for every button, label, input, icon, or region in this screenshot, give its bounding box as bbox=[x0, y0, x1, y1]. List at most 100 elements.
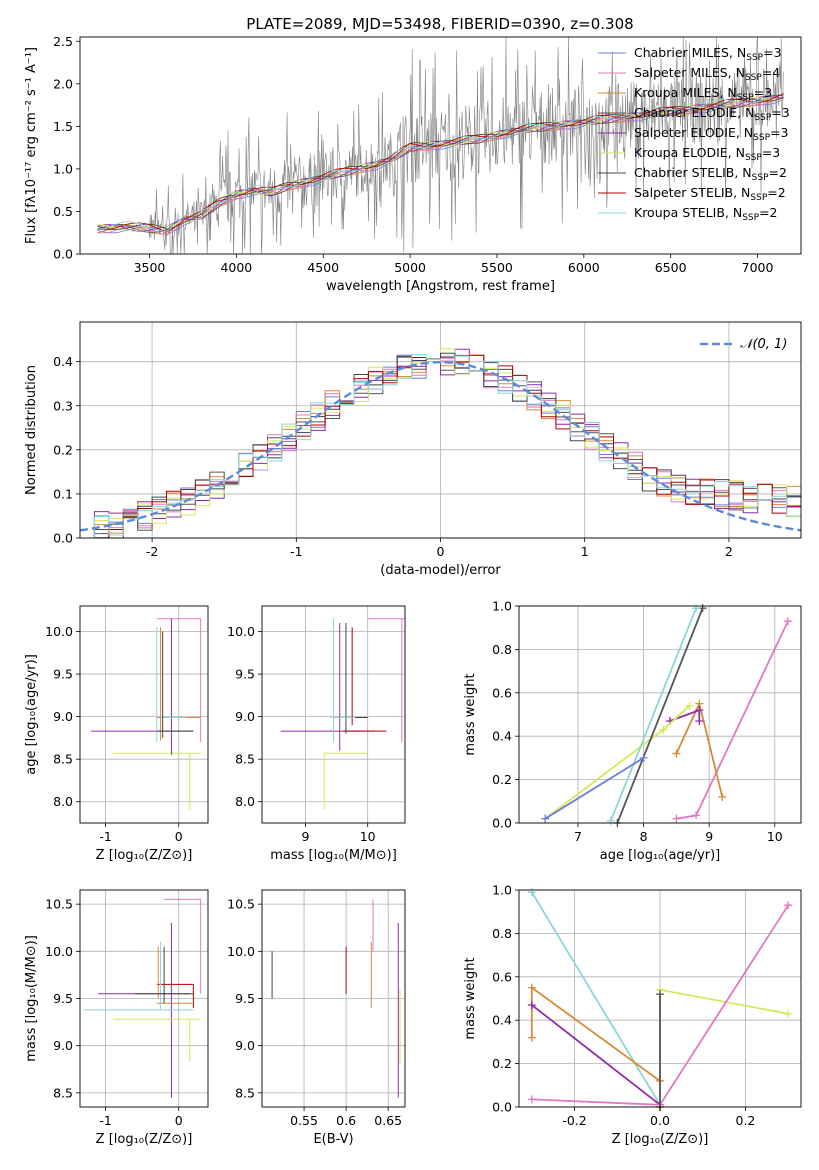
x-tick-label: 0.2 bbox=[736, 1113, 756, 1128]
x-tick-label: 0 bbox=[175, 1113, 183, 1128]
y-axis-label: Flux [fλ10⁻¹⁷ erg cm⁻² s⁻¹ A⁻¹] bbox=[24, 47, 39, 244]
x-tick-label: -0.2 bbox=[562, 1113, 586, 1128]
y-tick-label: 0.4 bbox=[492, 729, 512, 744]
histogram-step bbox=[80, 354, 801, 539]
y-tick-label: 0.2 bbox=[492, 1056, 512, 1071]
plot-area bbox=[541, 604, 792, 827]
panel-spectrum: 3500 4000 4500 5000 5500 6000 6500 7000 0.0 0.5 1.… bbox=[24, 34, 802, 294]
x-tick-label: 4500 bbox=[307, 260, 339, 275]
x-tick-label: 0.55 bbox=[290, 1113, 318, 1128]
y-tick-label: 8.0 bbox=[235, 794, 255, 809]
x-tick-label: -1 bbox=[290, 544, 302, 559]
data-point bbox=[659, 725, 668, 734]
y-tick-label: 0.4 bbox=[492, 1013, 512, 1028]
x-tick-label: 5000 bbox=[394, 260, 426, 275]
plot-area bbox=[271, 899, 401, 1098]
y-tick-label: 0.6 bbox=[492, 969, 512, 984]
x-axis-label: (data-model)/error bbox=[380, 563, 501, 578]
panel-massweight-vs-age: 7 8 9 10 0.0 0.2 0.4 0.6 0.8 1.0 age [log₁₀(age/yr… bbox=[463, 599, 802, 863]
data-point bbox=[695, 706, 704, 715]
y-tick-label: 10.0 bbox=[227, 944, 255, 959]
y-axis-label: Normed distribution bbox=[24, 365, 39, 495]
y-tick-label: 9.5 bbox=[53, 667, 73, 682]
data-point bbox=[784, 901, 793, 910]
y-tick-label: 9.5 bbox=[235, 991, 255, 1006]
data-point bbox=[527, 1095, 536, 1104]
series-line bbox=[531, 1004, 661, 1106]
legend-label: 𝒩(0, 1) bbox=[740, 337, 787, 352]
y-tick-label: 0.3 bbox=[53, 398, 73, 413]
y-tick-label: 10.5 bbox=[45, 897, 73, 912]
plot-area bbox=[83, 898, 202, 1098]
x-tick-label: 9 bbox=[705, 829, 713, 844]
legend-label: Chabrier MILES, NSSP=3 bbox=[634, 45, 782, 63]
model-spectrum bbox=[97, 93, 784, 233]
y-axis-label: age [log₁₀(age/yr)] bbox=[24, 654, 39, 775]
legend-label: Salpeter MILES, NSSP=4 bbox=[634, 65, 780, 83]
axes-frame bbox=[261, 889, 406, 1108]
legend-label: Salpeter ELODIE, NSSP=3 bbox=[634, 125, 788, 143]
y-tick-label: 0.2 bbox=[492, 772, 512, 787]
plot-area bbox=[90, 618, 202, 811]
y-tick-label: 9.5 bbox=[53, 991, 73, 1006]
y-tick-label: 9.0 bbox=[235, 709, 255, 724]
x-tick-label: -1 bbox=[99, 1113, 111, 1128]
y-tick-label: 10.0 bbox=[45, 944, 73, 959]
x-tick-label: 3500 bbox=[134, 260, 166, 275]
data-point bbox=[685, 701, 694, 710]
y-tick-label: 0.6 bbox=[492, 685, 512, 700]
legend-label: Kroupa STELIB, NSSP=2 bbox=[634, 205, 778, 223]
data-point bbox=[527, 1001, 536, 1010]
axes-frame bbox=[79, 36, 802, 255]
panel-mass-vs-Z: -1 0 8.5 9.0 9.5 10.0 10.5 Z [log₁₀(Z/Z⊙)] mass … bbox=[24, 889, 209, 1147]
y-tick-label: 10.5 bbox=[227, 897, 255, 912]
y-tick-label: 8.0 bbox=[53, 794, 73, 809]
x-axis-label: Z [log₁₀(Z/Z⊙)] bbox=[96, 848, 193, 863]
data-point bbox=[672, 749, 681, 758]
y-tick-label: 1.5 bbox=[53, 119, 73, 134]
y-axis-label: mass [log₁₀(M/M⊙)] bbox=[24, 935, 39, 1062]
data-point bbox=[606, 816, 615, 825]
panel-massweight-vs-Z: -0.2 0.0 0.2 0.0 0.2 0.4 0.6 0.8 1.0 Z [log₁₀(Z/Z… bbox=[463, 883, 802, 1147]
x-tick-label: 8 bbox=[640, 829, 648, 844]
x-tick-label: 7000 bbox=[742, 260, 774, 275]
x-axis-label: Z [log₁₀(Z/Z⊙)] bbox=[96, 1132, 193, 1147]
y-tick-label: 9.0 bbox=[53, 1038, 73, 1053]
figure-title: PLATE=2089, MJD=53498, FIBERID=0390, z=0… bbox=[246, 15, 633, 33]
y-tick-label: 0.1 bbox=[53, 486, 73, 501]
x-tick-label: 0 bbox=[437, 544, 445, 559]
panel-age-vs-mass: 9 10 8.0 8.5 9.0 9.5 10.0 mass [log₁₀(M/M⊙)] bbox=[227, 605, 406, 863]
y-tick-label: 10.0 bbox=[227, 624, 255, 639]
model-spectrum bbox=[97, 96, 784, 232]
y-tick-label: 2.5 bbox=[53, 34, 73, 49]
axes-frame bbox=[79, 605, 209, 824]
series-line bbox=[609, 607, 697, 822]
data-point bbox=[784, 1009, 793, 1018]
y-tick-label: 10.0 bbox=[45, 624, 73, 639]
x-axis-label: mass [log₁₀(M/M⊙)] bbox=[270, 848, 397, 863]
axes-frame bbox=[261, 605, 406, 824]
x-tick-label: -1 bbox=[99, 829, 111, 844]
x-axis-label: age [log₁₀(age/yr)] bbox=[600, 848, 721, 863]
legend-label: Kroupa ELODIE, NSSP=3 bbox=[634, 145, 780, 163]
y-tick-label: 0.0 bbox=[492, 1100, 512, 1115]
series-line bbox=[616, 607, 704, 824]
y-tick-label: 0.4 bbox=[53, 354, 73, 369]
y-tick-label: 1.0 bbox=[53, 161, 73, 176]
x-tick-label: 6500 bbox=[655, 260, 687, 275]
x-tick-label: 6000 bbox=[568, 260, 600, 275]
x-tick-label: 0.0 bbox=[650, 1113, 670, 1128]
x-tick-label: 0.6 bbox=[336, 1113, 356, 1128]
y-tick-label: 0.8 bbox=[492, 926, 512, 941]
y-tick-label: 0.5 bbox=[53, 204, 73, 219]
legend-label: Salpeter STELIB, NSSP=2 bbox=[634, 185, 786, 203]
legend-label: Kroupa MILES, NSSP=3 bbox=[634, 85, 772, 103]
series-line bbox=[544, 757, 645, 820]
x-tick-label: 5500 bbox=[481, 260, 513, 275]
data-point bbox=[527, 983, 536, 992]
x-tick-label: 10 bbox=[360, 829, 376, 844]
x-axis-label: E(B-V) bbox=[313, 1132, 353, 1147]
plot-area bbox=[97, 36, 784, 255]
x-tick-label: 0.65 bbox=[374, 1113, 402, 1128]
model-spectrum bbox=[97, 90, 784, 232]
